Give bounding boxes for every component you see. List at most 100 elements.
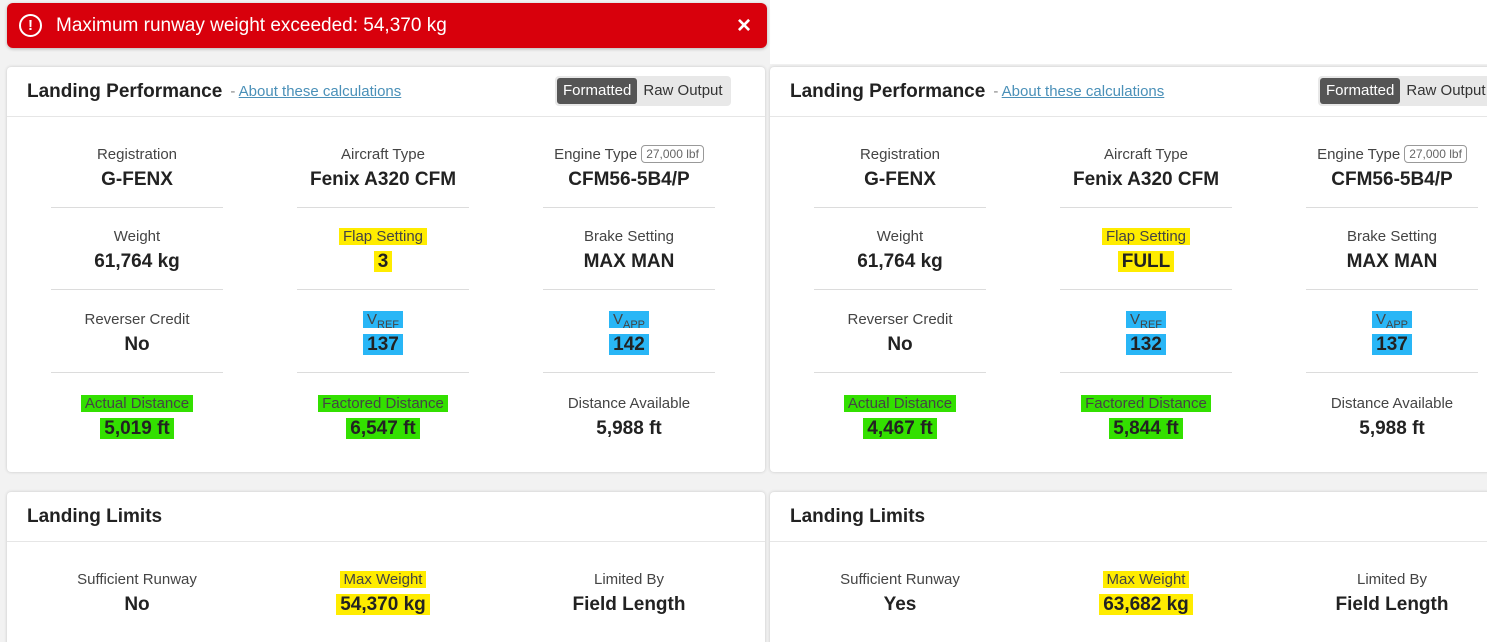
card-header: Landing Performance - About these calcul…	[7, 67, 765, 117]
value: 4,467 ft	[814, 417, 986, 441]
label: VAPP	[1306, 309, 1478, 331]
highlight: VREF	[362, 311, 403, 331]
divider	[814, 289, 986, 290]
label: Actual Distance	[814, 393, 986, 415]
highlight: Actual Distance	[80, 395, 194, 412]
value: 137	[297, 333, 469, 357]
value: G-FENX	[864, 169, 936, 190]
cell-flap-setting: Flap Setting FULL	[1060, 226, 1232, 274]
row-speeds: Reverser Credit No VREF 137 VAPP 142	[7, 309, 765, 391]
cell-limited-by: Limited By Field Length	[543, 569, 715, 617]
cell-aircraft-type: Aircraft Type Fenix A320 CFM	[1060, 144, 1232, 192]
cell-max-weight: Max Weight 63,682 kg	[1060, 569, 1232, 617]
row-limits: Sufficient Runway No Max Weight 54,370 k…	[7, 569, 765, 642]
subscript: REF	[377, 319, 399, 331]
label: Brake Setting	[1346, 228, 1438, 245]
label: Sufficient Runway	[840, 571, 960, 588]
highlight: 137	[363, 334, 403, 355]
value: No	[124, 594, 150, 615]
tab-formatted[interactable]: Formatted	[557, 78, 638, 104]
label: Registration	[859, 146, 941, 163]
thrust-badge: 27,000 lbf	[1404, 145, 1467, 163]
cell-aircraft-type: Aircraft Type Fenix A320 CFM	[297, 144, 469, 192]
highlight: Actual Distance	[843, 395, 957, 412]
cell-engine-type: Engine Type 27,000 lbf CFM56-5B4/P	[1306, 144, 1478, 192]
cell-factored-distance: Factored Distance 6,547 ft	[297, 393, 469, 441]
highlight: Flap Setting	[338, 228, 428, 245]
value: 5,019 ft	[51, 417, 223, 441]
divider	[814, 372, 986, 373]
value: 5,844 ft	[1060, 417, 1232, 441]
cell-factored-distance: Factored Distance 5,844 ft	[1060, 393, 1232, 441]
value: MAX MAN	[1346, 251, 1438, 272]
cell-sufficient-runway: Sufficient Runway Yes	[814, 569, 986, 617]
value: Fenix A320 CFM	[309, 169, 457, 190]
value: 132	[1060, 333, 1232, 357]
card-title: Landing Limits	[790, 505, 926, 527]
row-limits: Sufficient Runway Yes Max Weight 63,682 …	[770, 569, 1487, 642]
close-icon[interactable]: ×	[736, 12, 751, 39]
value: Field Length	[1335, 594, 1449, 615]
divider	[1306, 372, 1478, 373]
exclamation-circle-icon: !	[19, 14, 42, 37]
label: Limited By	[1356, 571, 1428, 588]
divider	[1306, 289, 1478, 290]
label: Distance Available	[1330, 395, 1454, 412]
view-toggle: Formatted Raw Output	[1318, 76, 1487, 106]
label: Flap Setting	[1060, 226, 1232, 248]
v-letter: V	[612, 311, 623, 328]
card-header: Landing Performance - About these calcul…	[770, 67, 1487, 117]
about-link[interactable]: About these calculations	[238, 83, 402, 100]
divider	[297, 207, 469, 208]
divider	[1060, 289, 1232, 290]
card-header: Landing Limits	[7, 492, 765, 542]
cell-brake-setting: Brake Setting MAX MAN	[543, 226, 715, 274]
row-distances: Actual Distance 5,019 ft Factored Distan…	[7, 393, 765, 472]
subscript: APP	[1386, 319, 1409, 331]
highlight: 5,844 ft	[1109, 418, 1183, 439]
label: Sufficient Runway	[77, 571, 197, 588]
cell-engine-type: Engine Type 27,000 lbf CFM56-5B4/P	[543, 144, 715, 192]
cell-reverser-credit: Reverser Credit No	[814, 309, 986, 357]
cell-max-weight: Max Weight 54,370 kg	[297, 569, 469, 617]
value: CFM56-5B4/P	[568, 169, 690, 190]
divider	[297, 289, 469, 290]
label: Registration	[96, 146, 178, 163]
cell-vapp: VAPP 142	[543, 309, 715, 357]
label: Max Weight	[297, 569, 469, 591]
value: 61,764 kg	[857, 251, 943, 272]
highlight: Max Weight	[339, 571, 427, 588]
cell-sufficient-runway: Sufficient Runway No	[51, 569, 223, 617]
value: MAX MAN	[583, 251, 675, 272]
landing-performance-card-right: Landing Performance - About these calcul…	[770, 67, 1487, 472]
divider	[297, 372, 469, 373]
highlight: 137	[1372, 334, 1412, 355]
highlight: 6,547 ft	[346, 418, 420, 439]
label: Limited By	[593, 571, 665, 588]
cell-actual-distance: Actual Distance 4,467 ft	[814, 393, 986, 441]
cell-distance-available: Distance Available 5,988 ft	[1306, 393, 1478, 441]
card-title: Landing Performance	[790, 80, 986, 102]
cell-vapp: VAPP 137	[1306, 309, 1478, 357]
tab-raw-output[interactable]: Raw Output	[643, 82, 723, 99]
highlight: Max Weight	[1102, 571, 1190, 588]
about-prefix: -	[230, 83, 236, 100]
cell-limited-by: Limited By Field Length	[1306, 569, 1478, 617]
tab-formatted[interactable]: Formatted	[1320, 78, 1401, 104]
value: 61,764 kg	[94, 251, 180, 272]
error-alert: ! Maximum runway weight exceeded: 54,370…	[7, 3, 767, 48]
cell-weight: Weight 61,764 kg	[51, 226, 223, 274]
landing-limits-card-right: Landing Limits Sufficient Runway Yes Max…	[770, 492, 1487, 642]
label: Engine Type 27,000 lbf	[1306, 144, 1478, 166]
landing-performance-card-left: Landing Performance - About these calcul…	[7, 67, 765, 472]
label: Reverser Credit	[84, 311, 190, 328]
label: Weight	[876, 228, 924, 245]
tab-raw-output[interactable]: Raw Output	[1406, 82, 1486, 99]
highlight: 63,682 kg	[1099, 594, 1193, 615]
landing-limits-card-left: Landing Limits Sufficient Runway No Max …	[7, 492, 765, 642]
engine-label: Engine Type	[554, 146, 638, 163]
cell-reverser-credit: Reverser Credit No	[51, 309, 223, 357]
label: Flap Setting	[297, 226, 469, 248]
about-link[interactable]: About these calculations	[1001, 83, 1165, 100]
label: Aircraft Type	[1104, 146, 1188, 163]
